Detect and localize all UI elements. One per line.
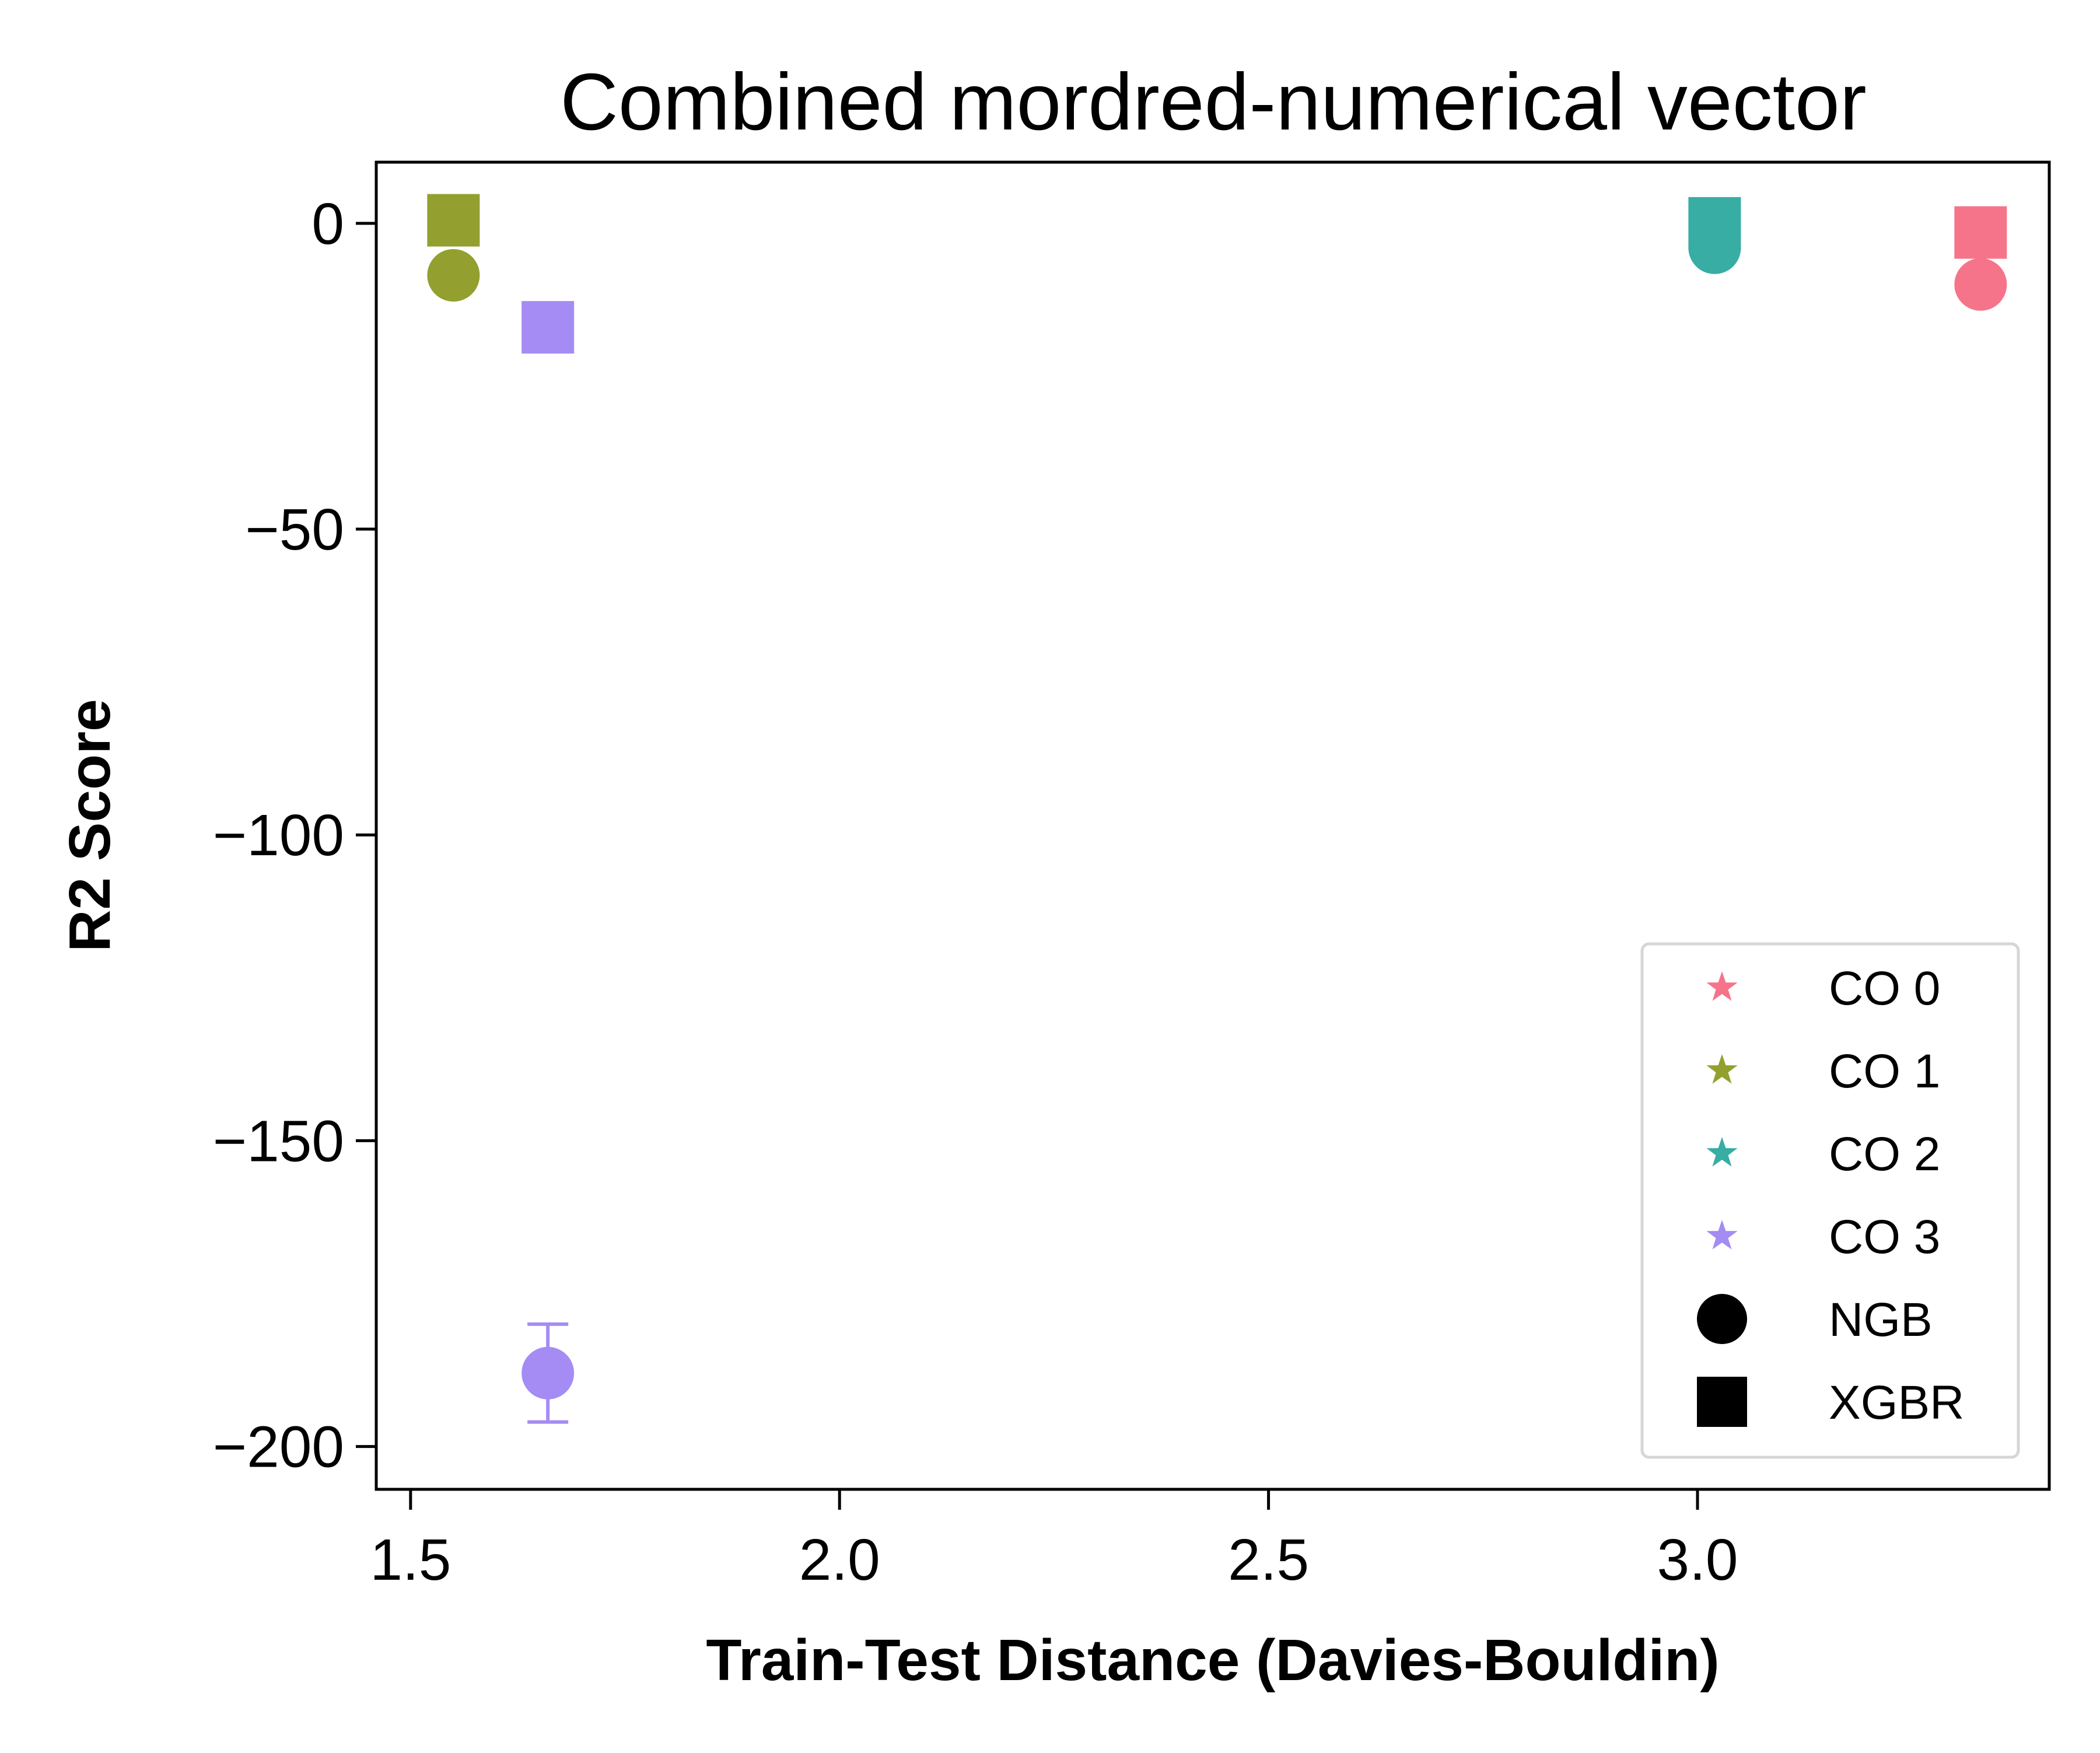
chart-title: Combined mordred-numerical vector — [560, 57, 1867, 147]
ngb-point — [522, 1346, 575, 1399]
xgbr-point — [522, 301, 575, 354]
x-tick-label: 1.5 — [370, 1527, 451, 1593]
x-axis-ticks: 1.5 2.0 2.5 3.0 — [370, 1489, 1738, 1593]
ngb-point — [427, 249, 480, 302]
legend-label: CO 0 — [1829, 962, 1940, 1015]
legend-item: CO 0 — [1706, 962, 1940, 1015]
star-marker-icon — [1706, 1137, 1738, 1167]
legend-label: NGB — [1829, 1293, 1933, 1346]
plot-frame — [374, 160, 2051, 1491]
legend-label: XGBR — [1829, 1376, 1964, 1429]
legend-item: NGB — [1697, 1293, 1933, 1346]
y-tick-label: −50 — [245, 497, 344, 562]
legend-label: CO 2 — [1829, 1128, 1940, 1181]
legend-label: CO 3 — [1829, 1210, 1940, 1264]
legend-item: CO 1 — [1706, 1045, 1940, 1098]
x-axis-label: Train-Test Distance (Davies-Bouldin) — [706, 1628, 1719, 1693]
y-tick-label: 0 — [312, 191, 344, 257]
x-tick-label: 2.0 — [799, 1527, 880, 1593]
legend-item: XGBR — [1697, 1376, 1964, 1429]
y-tick-label: −200 — [213, 1415, 344, 1480]
legend-item: CO 2 — [1706, 1128, 1940, 1181]
y-tick-label: −100 — [213, 803, 344, 868]
x-tick-label: 3.0 — [1657, 1527, 1738, 1593]
star-marker-icon — [1706, 1220, 1738, 1250]
xgbr-point — [427, 194, 480, 247]
legend-label: CO 1 — [1829, 1045, 1940, 1098]
circle-marker-icon — [1697, 1294, 1747, 1344]
star-marker-icon — [1706, 1054, 1738, 1084]
y-tick-label: −150 — [213, 1108, 344, 1174]
y-axis-ticks: 0 −50 −100 −150 −200 — [213, 191, 376, 1480]
y-axis-label: R2 Score — [57, 699, 123, 952]
legend-item: CO 3 — [1706, 1210, 1940, 1264]
data-marks — [427, 194, 2007, 1424]
star-marker-icon — [1706, 971, 1738, 1001]
square-marker-icon — [1697, 1377, 1747, 1427]
xgbr-point — [1954, 206, 2007, 259]
x-tick-label: 2.5 — [1228, 1527, 1309, 1593]
legend: CO 0 CO 1 CO 2 CO 3 NGB XGBR — [1640, 942, 2020, 1459]
xgbr-point — [1688, 197, 1741, 250]
ngb-point — [1954, 258, 2007, 311]
